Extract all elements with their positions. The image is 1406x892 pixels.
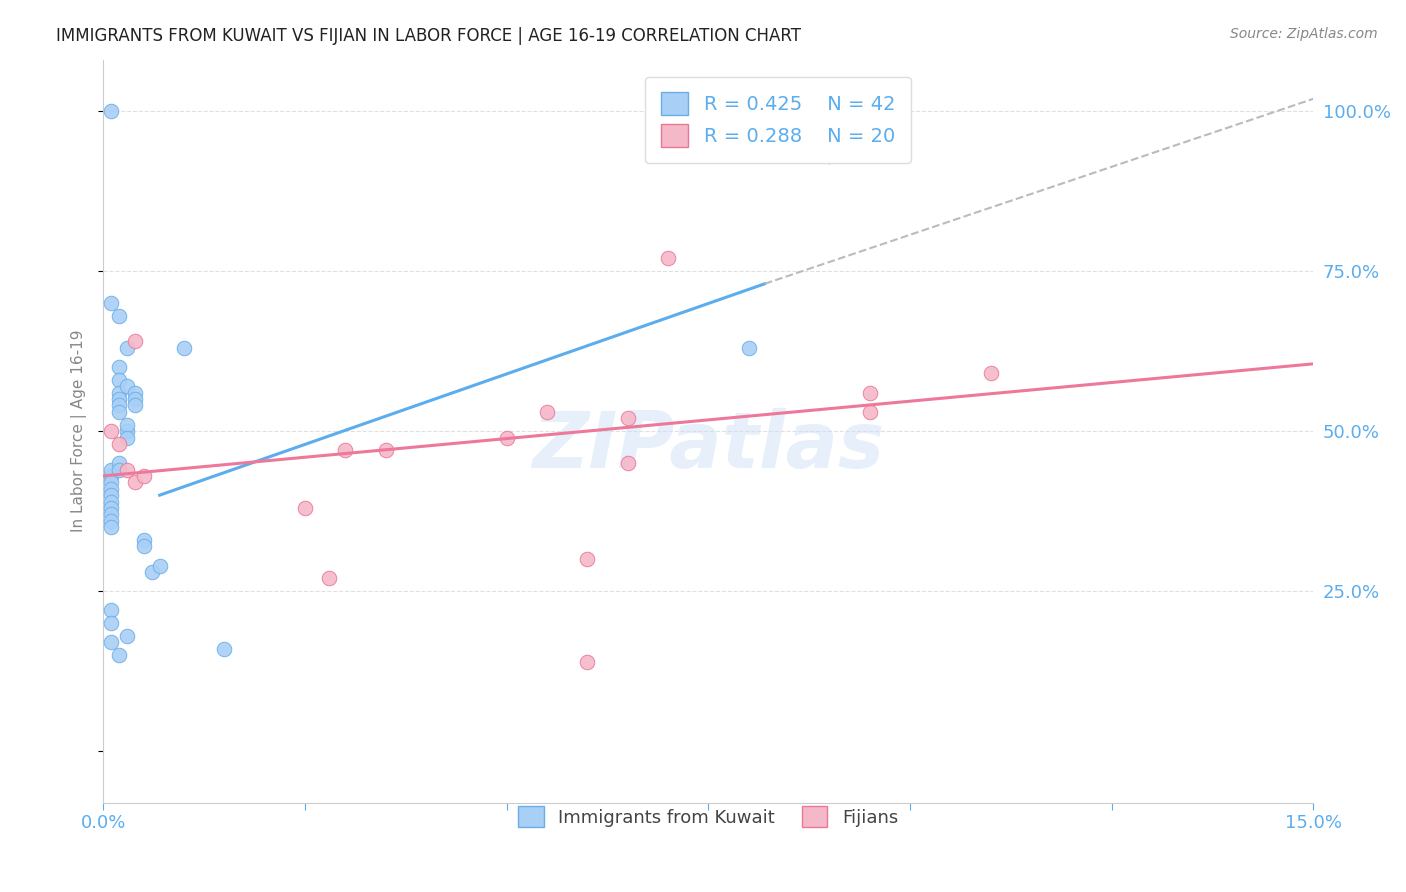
Point	[100, 603, 122, 617]
Point	[124, 385, 146, 400]
Point	[100, 514, 122, 528]
Point	[108, 399, 131, 413]
Point	[858, 385, 880, 400]
Point	[374, 443, 396, 458]
Point	[149, 558, 172, 573]
Point	[737, 341, 759, 355]
Point	[124, 392, 146, 406]
Point	[141, 565, 163, 579]
Legend: Immigrants from Kuwait, Fijians: Immigrants from Kuwait, Fijians	[512, 799, 905, 834]
Point	[818, 149, 841, 163]
Text: ZIPatlas: ZIPatlas	[531, 408, 884, 484]
Point	[100, 500, 122, 515]
Point	[576, 655, 599, 669]
Point	[108, 385, 131, 400]
Point	[132, 533, 155, 547]
Point	[108, 648, 131, 663]
Point	[100, 462, 122, 476]
Point	[100, 103, 122, 118]
Point	[132, 540, 155, 554]
Point	[212, 641, 235, 656]
Point	[117, 424, 139, 438]
Point	[495, 430, 517, 444]
Point	[108, 437, 131, 451]
Point	[117, 430, 139, 444]
Text: Source: ZipAtlas.com: Source: ZipAtlas.com	[1230, 27, 1378, 41]
Text: IMMIGRANTS FROM KUWAIT VS FIJIAN IN LABOR FORCE | AGE 16-19 CORRELATION CHART: IMMIGRANTS FROM KUWAIT VS FIJIAN IN LABO…	[56, 27, 801, 45]
Point	[100, 488, 122, 502]
Point	[108, 462, 131, 476]
Point	[124, 399, 146, 413]
Point	[100, 494, 122, 508]
Point	[100, 508, 122, 522]
Y-axis label: In Labor Force | Age 16-19: In Labor Force | Age 16-19	[72, 330, 87, 533]
Point	[100, 475, 122, 490]
Point	[108, 359, 131, 374]
Point	[132, 469, 155, 483]
Point	[100, 635, 122, 649]
Point	[318, 571, 340, 585]
Point	[858, 405, 880, 419]
Point	[294, 500, 316, 515]
Point	[173, 341, 195, 355]
Point	[124, 334, 146, 349]
Point	[100, 424, 122, 438]
Point	[657, 251, 679, 265]
Point	[100, 482, 122, 496]
Point	[117, 379, 139, 393]
Point	[100, 469, 122, 483]
Point	[980, 367, 1002, 381]
Point	[117, 417, 139, 432]
Point	[117, 462, 139, 476]
Point	[108, 405, 131, 419]
Point	[576, 552, 599, 566]
Point	[100, 616, 122, 631]
Point	[108, 373, 131, 387]
Point	[100, 520, 122, 534]
Point	[616, 411, 638, 425]
Point	[108, 456, 131, 470]
Point	[108, 392, 131, 406]
Point	[117, 341, 139, 355]
Point	[108, 309, 131, 323]
Point	[536, 405, 558, 419]
Point	[335, 443, 357, 458]
Point	[117, 629, 139, 643]
Point	[124, 475, 146, 490]
Point	[616, 456, 638, 470]
Point	[100, 296, 122, 310]
